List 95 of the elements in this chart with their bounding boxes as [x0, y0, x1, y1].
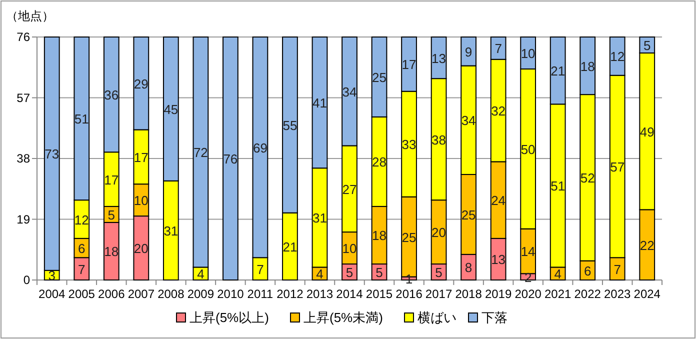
data-label: 29 — [134, 76, 148, 92]
data-label: 31 — [164, 223, 178, 238]
x-tick-label: 2016 — [396, 287, 423, 301]
data-label: 7 — [256, 262, 264, 277]
x-tick-label: 2023 — [604, 287, 632, 301]
data-label: 5 — [346, 265, 354, 280]
data-label: 10 — [134, 193, 148, 208]
x-tick-label: 2008 — [158, 287, 185, 301]
data-label: 12 — [74, 212, 89, 228]
data-label: 33 — [402, 137, 416, 152]
x-tick-label: 2006 — [98, 287, 126, 301]
x-tick-label: 2014 — [336, 287, 364, 301]
data-label: 51 — [74, 112, 89, 127]
data-label: 51 — [550, 178, 566, 194]
data-label: 45 — [164, 102, 178, 117]
x-tick-label: 2005 — [68, 287, 96, 301]
data-label: 34 — [461, 113, 476, 128]
data-label: 34 — [342, 84, 357, 100]
data-label: 5 — [435, 265, 442, 280]
data-label: 5 — [644, 38, 651, 53]
data-label: 17 — [402, 57, 416, 72]
data-label: 4 — [554, 266, 562, 282]
data-label: 50 — [520, 142, 536, 157]
data-label: 6 — [584, 263, 592, 278]
y-tick-label: 76 — [16, 30, 30, 44]
data-label: 27 — [342, 182, 357, 197]
data-label: 20 — [432, 225, 446, 240]
x-tick-label: 2019 — [484, 287, 512, 301]
data-label: 18 — [580, 58, 595, 74]
data-label: 21 — [550, 64, 566, 79]
data-label: 55 — [282, 118, 298, 133]
data-label: 57 — [610, 159, 625, 174]
data-label: 13 — [432, 50, 446, 66]
x-tick-label: 2018 — [455, 287, 482, 301]
data-label: 52 — [580, 170, 595, 186]
y-axis-title: （地点） — [6, 9, 54, 23]
data-label: 20 — [134, 241, 148, 256]
data-label: 7 — [614, 262, 621, 277]
data-label: 3 — [48, 268, 56, 284]
data-label: 36 — [104, 88, 119, 103]
data-label: 31 — [312, 210, 327, 226]
x-tick-label: 2022 — [574, 287, 602, 301]
data-label: 49 — [640, 124, 654, 140]
data-label: 76 — [223, 152, 238, 166]
legend-label: 上昇(5%以上) — [190, 310, 269, 325]
data-label: 1 — [405, 271, 413, 286]
data-label: 10 — [520, 46, 536, 61]
data-label: 32 — [491, 104, 506, 119]
data-label: 17 — [134, 150, 148, 165]
x-tick-label: 2021 — [544, 287, 572, 301]
x-tick-label: 2024 — [634, 287, 661, 301]
data-label: 17 — [104, 172, 119, 188]
bar — [222, 36, 238, 280]
legend-label: 横ばい — [418, 310, 456, 325]
data-label: 18 — [372, 228, 386, 244]
x-tick-label: 2011 — [247, 287, 274, 301]
data-label: 5 — [108, 207, 116, 222]
data-label: 7 — [494, 41, 502, 56]
data-label: 4 — [316, 266, 324, 282]
data-label: 5 — [376, 265, 383, 280]
data-label: 18 — [104, 244, 119, 260]
legend-label: 上昇(5%未満) — [304, 310, 383, 325]
data-label: 73 — [44, 146, 60, 162]
y-tick-label: 19 — [16, 212, 30, 226]
data-label: 9 — [464, 44, 472, 60]
x-tick-label: 2015 — [366, 287, 393, 301]
x-tick-label: 2017 — [425, 287, 452, 301]
x-tick-label: 2010 — [217, 287, 244, 301]
data-label: 12 — [610, 49, 625, 64]
x-tick-label: 2012 — [276, 287, 304, 301]
data-label: 25 — [372, 70, 386, 85]
data-label: 7 — [78, 262, 86, 277]
data-label: 22 — [640, 238, 654, 253]
x-tick-label: 2009 — [187, 287, 214, 301]
y-tick-label: 38 — [16, 152, 30, 166]
y-tick-label: 0 — [23, 273, 30, 287]
data-label: 69 — [252, 140, 268, 156]
data-label: 8 — [464, 260, 472, 276]
data-label: 72 — [193, 145, 208, 160]
data-label: 28 — [372, 154, 386, 170]
y-tick-label: 57 — [16, 90, 30, 105]
data-label: 21 — [282, 239, 298, 254]
data-label: 38 — [432, 132, 446, 148]
data-label: 13 — [491, 252, 506, 268]
x-tick-label: 2013 — [306, 287, 334, 301]
data-label: 10 — [342, 241, 357, 256]
data-label: 6 — [78, 241, 86, 256]
data-label: 25 — [461, 207, 476, 222]
data-label: 4 — [197, 266, 204, 282]
x-tick-label: 2004 — [38, 287, 66, 301]
x-tick-label: 2007 — [128, 287, 155, 301]
data-label: 25 — [402, 230, 416, 245]
x-tick-label: 2020 — [514, 287, 542, 301]
legend-label: 下落 — [482, 310, 508, 325]
data-label: 14 — [520, 244, 536, 260]
